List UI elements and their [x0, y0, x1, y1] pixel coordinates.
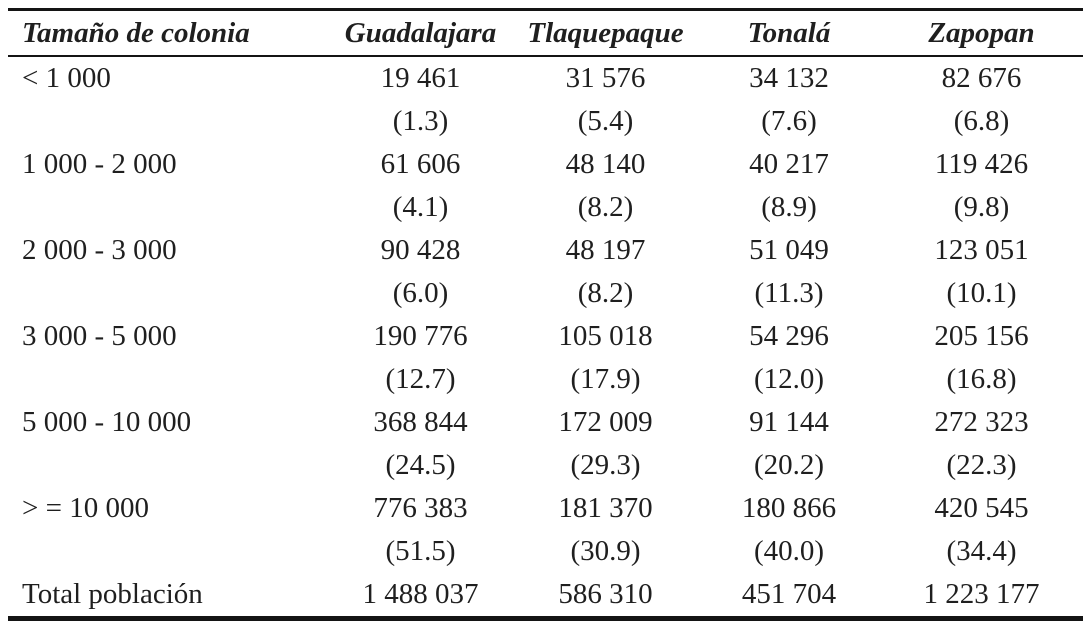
table-row: > = 10 000 776 383 181 370 180 866 420 5…: [8, 487, 1083, 530]
percent-cell: (30.9): [570, 535, 641, 567]
value-cell: 40 217: [749, 148, 829, 180]
row-label-empty: [8, 100, 328, 143]
value-cell: 91 144: [749, 406, 829, 438]
value-cell: 51 049: [749, 234, 829, 266]
percent-cell: (6.0): [392, 277, 449, 309]
table-row: 2 000 - 3 000 90 428 48 197 51 049 123 0…: [8, 229, 1083, 272]
col-header-tonala: Tonalá: [698, 9, 880, 57]
table-row: 3 000 - 5 000 190 776 105 018 54 296 205…: [8, 315, 1083, 358]
total-value-cell: 1 223 177: [923, 578, 1040, 610]
value-cell: 119 426: [934, 148, 1029, 180]
percent-cell: (5.4): [577, 105, 634, 137]
table-row: 5 000 - 10 000 368 844 172 009 91 144 27…: [8, 401, 1083, 444]
percent-cell: (9.8): [953, 191, 1010, 223]
total-value-cell: 451 704: [741, 578, 837, 610]
percent-cell: (29.3): [570, 449, 641, 481]
percent-cell: (6.8): [953, 105, 1010, 137]
table-row: < 1 000 19 461 31 576 34 132 82 676: [8, 56, 1083, 100]
value-cell: 272 323: [934, 406, 1029, 438]
percent-cell: (4.1): [392, 191, 449, 223]
value-cell: 90 428: [380, 234, 461, 266]
col-header-zapopan: Zapopan: [880, 9, 1083, 57]
value-cell: 54 296: [749, 320, 829, 352]
percent-cell: (8.2): [577, 191, 634, 223]
value-cell: 34 132: [749, 62, 829, 94]
row-label-empty: [8, 272, 328, 315]
percent-cell: (17.9): [570, 363, 641, 395]
total-value-cell: 1 488 037: [362, 578, 479, 610]
value-cell: 105 018: [558, 320, 653, 352]
value-cell: 82 676: [941, 62, 1022, 94]
value-cell: 48 140: [565, 148, 646, 180]
col-header-colonia-size: Tamaño de colonia: [8, 9, 328, 57]
percent-cell: (51.5): [385, 535, 456, 567]
value-cell: 190 776: [373, 320, 468, 352]
total-value-cell: 586 310: [558, 578, 653, 610]
value-cell: 368 844: [373, 406, 468, 438]
row-label: > = 10 000: [22, 492, 149, 524]
percent-cell: (7.6): [761, 105, 817, 137]
table-row-percent: (24.5) (29.3) (20.2) (22.3): [8, 444, 1083, 487]
row-label: 2 000 - 3 000: [22, 234, 177, 266]
percent-cell: (40.0): [753, 535, 825, 567]
percent-cell: (22.3): [946, 449, 1017, 481]
value-cell: 123 051: [934, 234, 1029, 266]
percent-cell: (34.4): [946, 535, 1017, 567]
row-label: 5 000 - 10 000: [22, 406, 192, 438]
percent-cell: (8.9): [761, 191, 817, 223]
value-cell: 61 606: [380, 148, 461, 180]
value-cell: 181 370: [558, 492, 653, 524]
value-cell: 172 009: [558, 406, 653, 438]
row-label: 1 000 - 2 000: [22, 148, 177, 180]
row-label: < 1 000: [22, 62, 111, 94]
value-cell: 420 545: [934, 492, 1029, 524]
colonia-population-table: Tamaño de colonia Guadalajara Tlaquepaqu…: [8, 8, 1083, 621]
table-body: < 1 000 19 461 31 576 34 132 82 676 (1.3…: [8, 56, 1083, 619]
value-cell: 205 156: [934, 320, 1029, 352]
value-cell: 31 576: [565, 62, 646, 94]
total-row-label: Total población: [22, 578, 203, 610]
row-label-empty: [8, 444, 328, 487]
value-cell: 776 383: [373, 492, 468, 524]
table-row-percent: (12.7) (17.9) (12.0) (16.8): [8, 358, 1083, 401]
col-header-guadalajara: Guadalajara: [328, 9, 513, 57]
percent-cell: (16.8): [946, 363, 1017, 395]
table-header: Tamaño de colonia Guadalajara Tlaquepaqu…: [8, 9, 1083, 57]
percent-cell: (11.3): [754, 277, 824, 309]
percent-cell: (1.3): [392, 105, 449, 137]
value-cell: 180 866: [741, 492, 837, 524]
total-row: Total población 1 488 037 586 310 451 70…: [8, 573, 1083, 619]
value-cell: 48 197: [565, 234, 646, 266]
percent-cell: (12.0): [753, 363, 825, 395]
table-row-percent: (51.5) (30.9) (40.0) (34.4): [8, 530, 1083, 573]
table-row-percent: (6.0) (8.2) (11.3) (10.1): [8, 272, 1083, 315]
header-row: Tamaño de colonia Guadalajara Tlaquepaqu…: [8, 9, 1083, 57]
percent-cell: (20.2): [753, 449, 825, 481]
row-label: 3 000 - 5 000: [22, 320, 177, 352]
percent-cell: (8.2): [577, 277, 634, 309]
value-cell: 19 461: [380, 62, 461, 94]
table-row-percent: (4.1) (8.2) (8.9) (9.8): [8, 186, 1083, 229]
percent-cell: (24.5): [385, 449, 456, 481]
percent-cell: (10.1): [946, 277, 1017, 309]
row-label-empty: [8, 530, 328, 573]
table-row: 1 000 - 2 000 61 606 48 140 40 217 119 4…: [8, 143, 1083, 186]
col-header-tlaquepaque: Tlaquepaque: [513, 9, 698, 57]
table-row-percent: (1.3) (5.4) (7.6) (6.8): [8, 100, 1083, 143]
row-label-empty: [8, 186, 328, 229]
percent-cell: (12.7): [385, 363, 456, 395]
row-label-empty: [8, 358, 328, 401]
